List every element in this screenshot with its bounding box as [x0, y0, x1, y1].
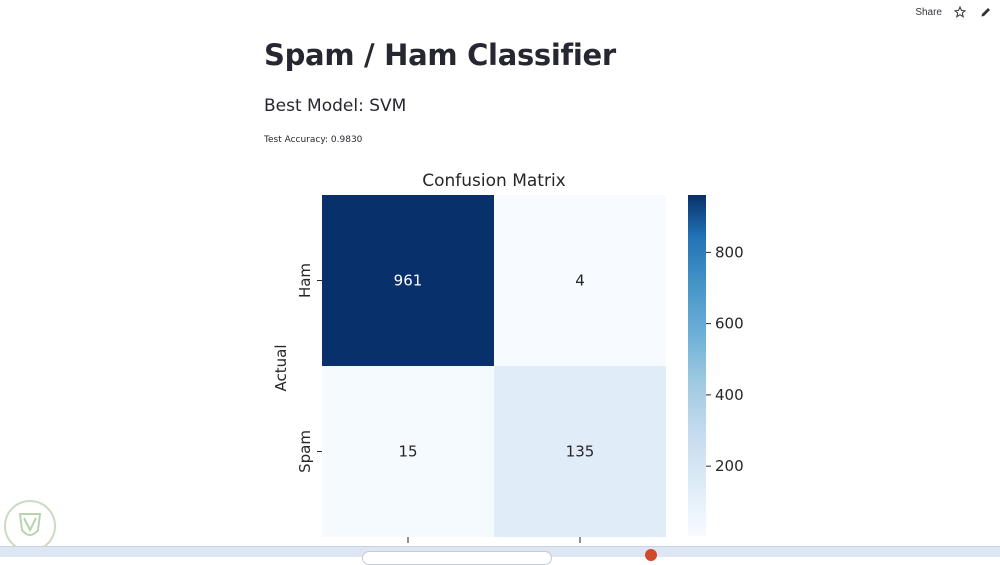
chart-title: Confusion Matrix	[422, 171, 566, 191]
colorbar-tick-label: 800	[715, 243, 744, 261]
app-toolbar: Share	[915, 0, 1000, 24]
test-accuracy-text: Test Accuracy: 0.9830	[264, 135, 363, 145]
heatmap-cell	[322, 195, 494, 366]
y-tick-label: Spam	[296, 430, 314, 473]
cell-value-label: 961	[394, 272, 423, 290]
colorbar-tick-label: 600	[715, 315, 744, 333]
taskbar-app-icon[interactable]	[645, 549, 657, 561]
cell-value-label: 4	[575, 272, 585, 290]
colorbar-tick-label: 200	[715, 457, 744, 475]
heatmap-cell	[322, 366, 494, 537]
heatmap-cell	[494, 366, 666, 537]
y-axis-label: Actual	[272, 345, 290, 392]
pencil-icon[interactable]	[978, 4, 994, 20]
share-button[interactable]: Share	[915, 6, 942, 18]
page-title: Spam / Ham Classifier	[264, 38, 616, 72]
best-model-heading: Best Model: SVM	[264, 96, 407, 116]
star-icon[interactable]	[952, 4, 968, 20]
colorbar	[688, 195, 706, 536]
heatmap-cell	[494, 195, 666, 366]
cell-value-label: 135	[566, 443, 595, 461]
cell-value-label: 15	[398, 443, 417, 461]
y-tick-label: Ham	[296, 263, 314, 298]
colorbar-tick-label: 400	[715, 386, 744, 404]
confusion-matrix-chart: Confusion Matrix Actual 961 4 15 135 Ham Spa…	[272, 171, 744, 543]
taskbar	[0, 546, 1000, 565]
taskbar-search[interactable]	[362, 551, 552, 565]
